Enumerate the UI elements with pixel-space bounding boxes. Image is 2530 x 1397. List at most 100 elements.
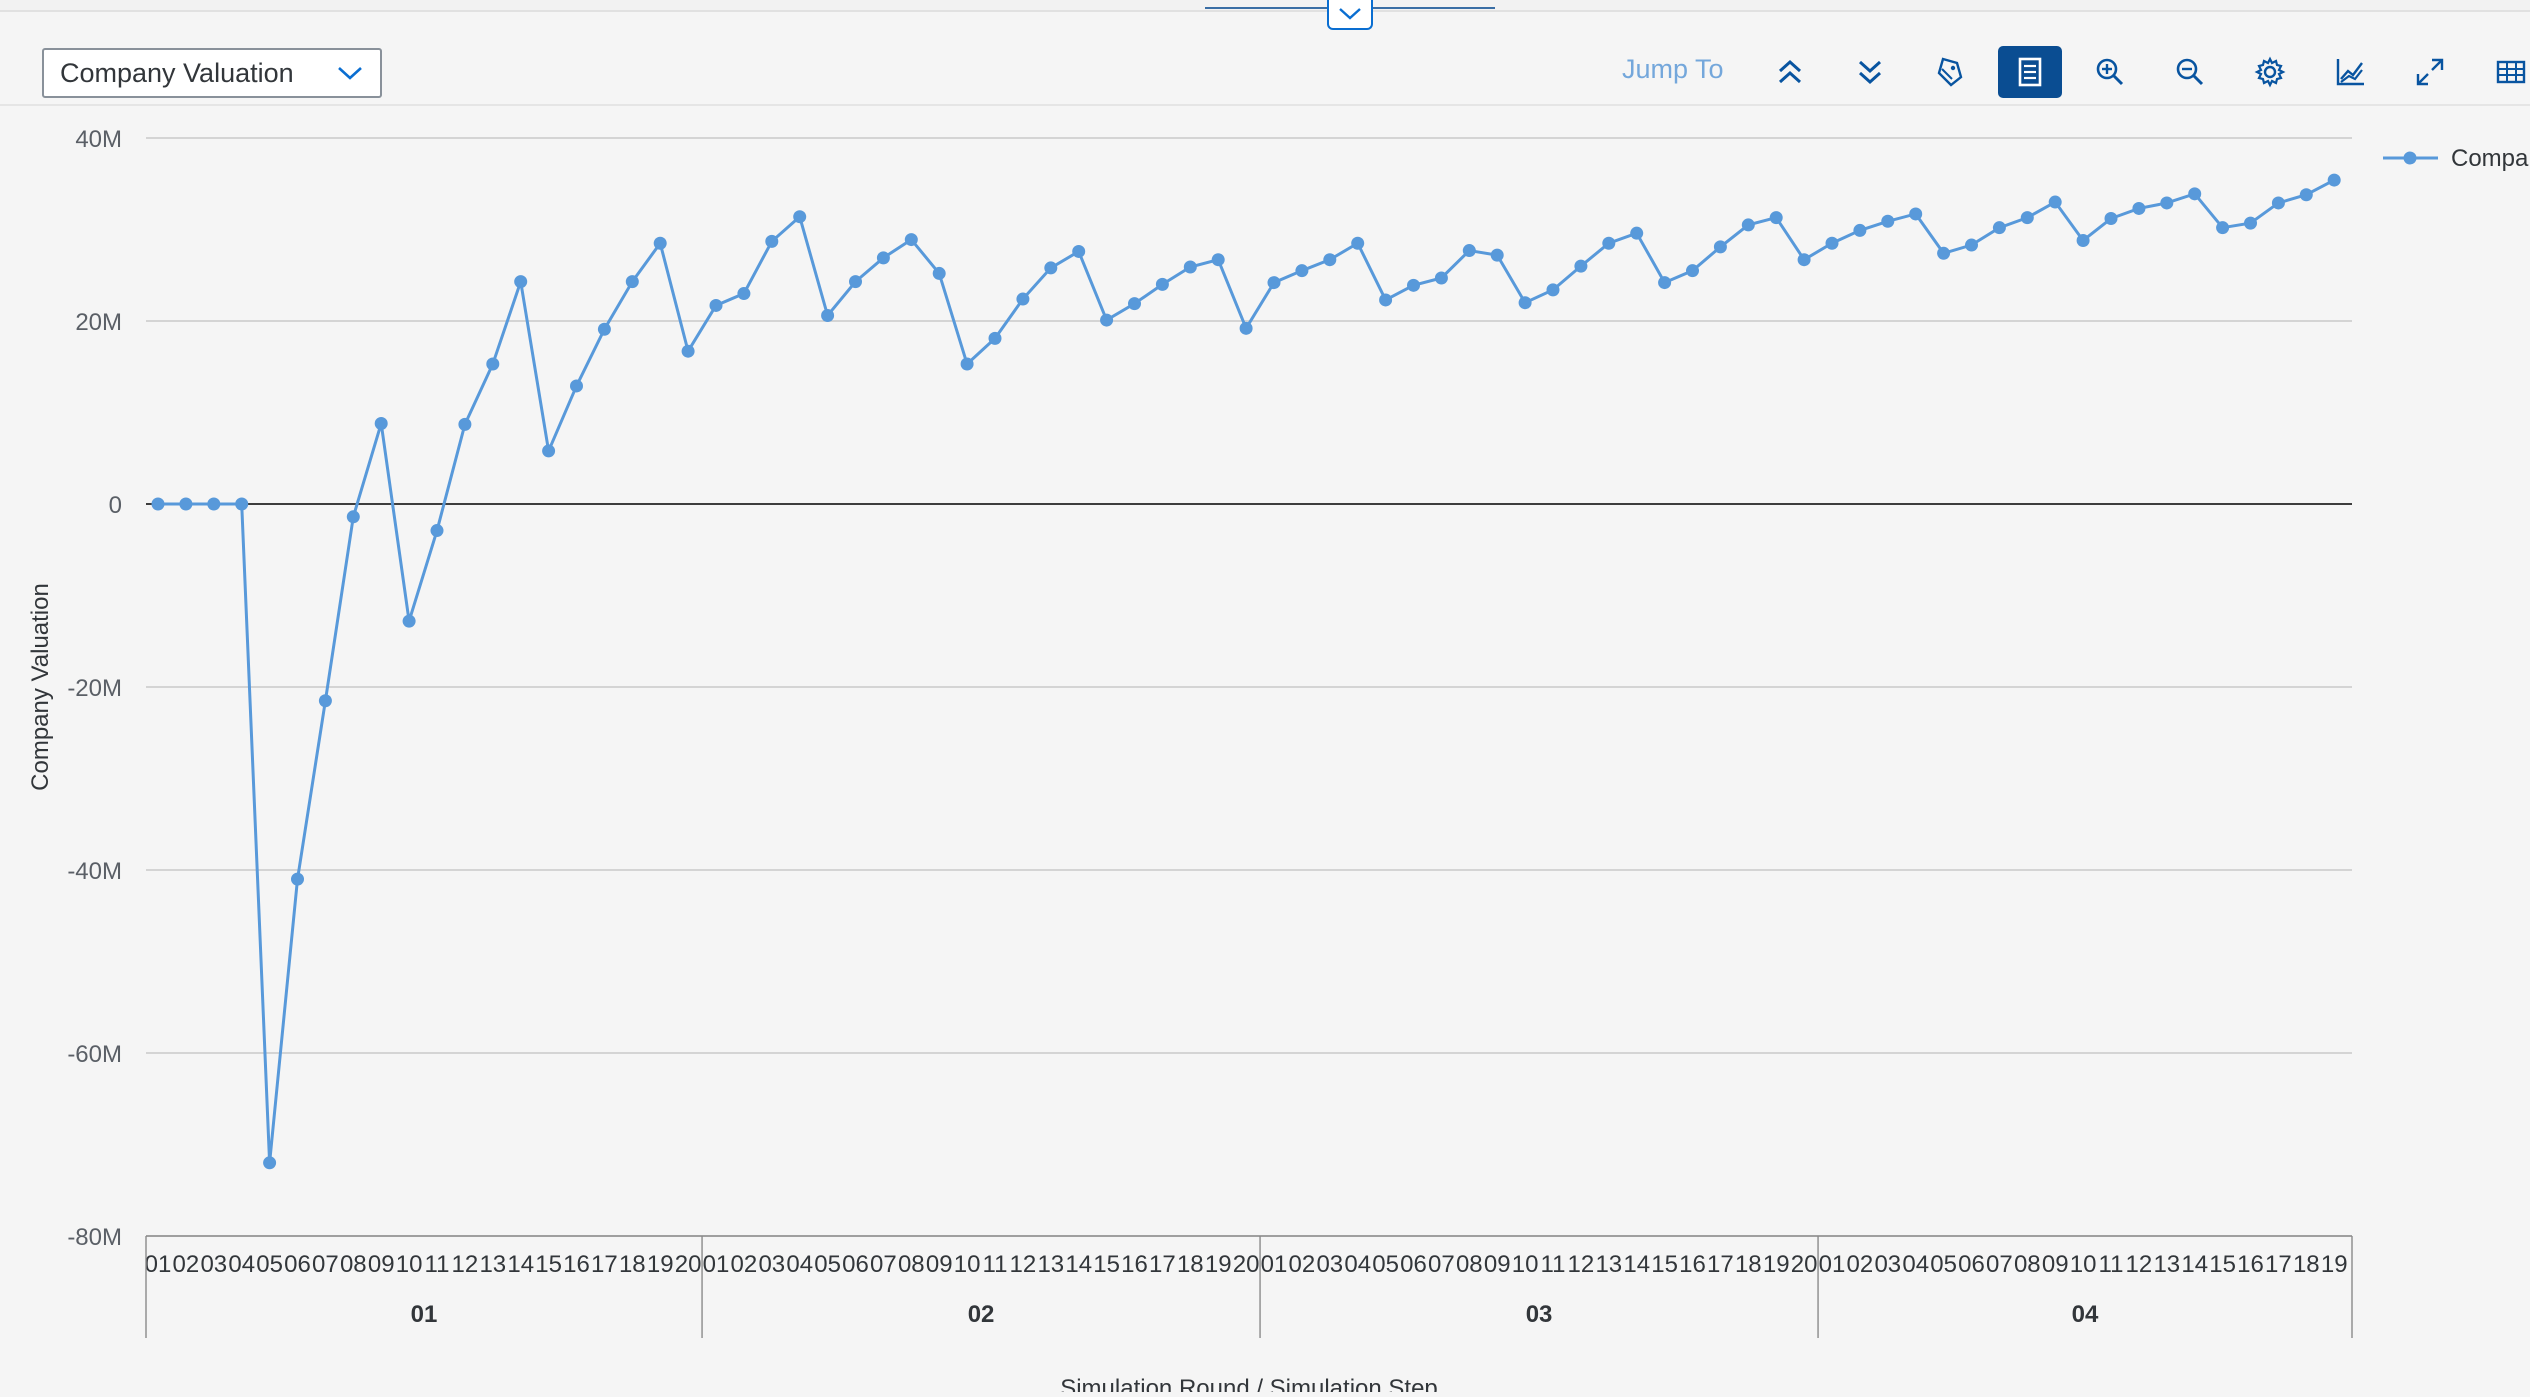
data-point [1155,277,1169,291]
chevron-down-icon [338,67,362,80]
x-tick-label: 06 [1958,1251,1985,1278]
drill-up-button[interactable] [1758,46,1822,98]
data-point [876,251,890,265]
data-point [1100,313,1114,327]
data-point [597,322,611,336]
x-tick-label: 05 [256,1251,283,1278]
y-tick-label: 20M [75,309,122,336]
x-tick-label: 17 [2265,1251,2292,1278]
data-point [458,417,472,431]
x-group-label: 04 [2072,1301,2099,1328]
data-point [542,444,556,458]
x-tick-label: 13 [1595,1251,1622,1278]
x-tick-label: 06 [284,1251,311,1278]
x-tick-label: 03 [758,1251,785,1278]
data-point [1267,276,1281,290]
x-tick-label: 05 [1930,1251,1957,1278]
x-tick-label: 01 [1261,1251,1288,1278]
data-point [1239,321,1253,335]
x-tick-label: 12 [1010,1251,1037,1278]
zoom-out-button[interactable] [2158,46,2222,98]
x-tick-label: 09 [926,1251,953,1278]
data-point [514,275,528,289]
x-tick-label: 10 [954,1251,981,1278]
x-tick-label: 10 [1512,1251,1539,1278]
table-button[interactable] [2478,46,2530,98]
y-tick-label: 40M [75,126,122,153]
zoom-out-icon [2176,58,2204,86]
top-divider [0,0,2530,12]
line-chart-icon [2336,59,2364,86]
data-point [737,287,751,301]
x-tick-label: 07 [1986,1251,2013,1278]
data-point [207,497,221,511]
data-point [1602,236,1616,250]
x-tick-label: 04 [1344,1251,1371,1278]
data-point [2132,201,2146,215]
collapse-header-button[interactable] [1327,0,1373,30]
zoom-in-button[interactable] [2078,46,2142,98]
x-tick-label: 09 [368,1251,395,1278]
chevron-down-icon [1339,8,1361,20]
data-point [2020,211,2034,225]
data-point [1016,292,1030,306]
data-point [1965,238,1978,252]
gear-icon [2254,56,2286,88]
data-point [653,236,667,250]
data-point [1407,278,1420,292]
x-tick-label: 06 [842,1251,869,1278]
chart-type-button[interactable] [2318,46,2382,98]
data-point [2216,221,2230,235]
x-tick-label: 13 [479,1251,506,1278]
x-tick-label: 15 [1093,1251,1120,1278]
y-tick-label: -60M [67,1041,122,1068]
chart-table-toggle-button[interactable] [1998,46,2062,98]
data-point [1741,218,1755,232]
x-tick-label: 10 [396,1251,423,1278]
data-point [1072,244,1086,258]
x-tick-label: 18 [1177,1251,1204,1278]
measure-select[interactable]: Company Valuation [42,48,382,98]
data-point [2327,173,2341,187]
x-tick-label: 18 [619,1251,646,1278]
x-tick-label: 14 [1065,1251,1092,1278]
data-point [1462,244,1476,258]
data-point [318,694,332,708]
x-tick-label: 04 [228,1251,255,1278]
data-point [346,510,360,524]
x-tick-label: 20 [1233,1251,1260,1278]
settings-button[interactable] [2238,46,2302,98]
x-tick-label: 02 [173,1251,200,1278]
data-point [1630,226,1644,240]
legend-marker [2403,151,2417,165]
table-view-icon [2018,57,2042,87]
x-tick-label: 06 [1400,1251,1427,1278]
x-tick-label: 04 [1902,1251,1929,1278]
legend-button[interactable] [1918,46,1982,98]
fullscreen-button[interactable] [2398,46,2462,98]
x-tick-label: 02 [1847,1251,1874,1278]
drill-down-button[interactable] [1838,46,1902,98]
x-tick-label: 08 [898,1251,925,1278]
data-point [765,234,779,248]
data-point [151,497,165,511]
x-tick-label: 16 [563,1251,590,1278]
x-tick-label: 15 [1651,1251,1678,1278]
data-point [2244,216,2257,230]
x-tick-label: 14 [507,1251,534,1278]
x-tick-label: 12 [2126,1251,2153,1278]
x-tick-label: 15 [2209,1251,2236,1278]
data-point [1797,253,1811,267]
data-point [402,614,416,628]
x-tick-label: 07 [1428,1251,1455,1278]
data-point [625,275,639,289]
data-point [291,872,304,886]
data-point [486,357,500,371]
data-point [1686,264,1699,278]
x-tick-label: 18 [1735,1251,1762,1278]
data-point [960,357,974,371]
jump-to-link[interactable]: Jump To [1622,54,1724,84]
x-tick-label: 01 [1819,1251,1846,1278]
data-point [709,298,723,312]
data-point [821,309,835,323]
